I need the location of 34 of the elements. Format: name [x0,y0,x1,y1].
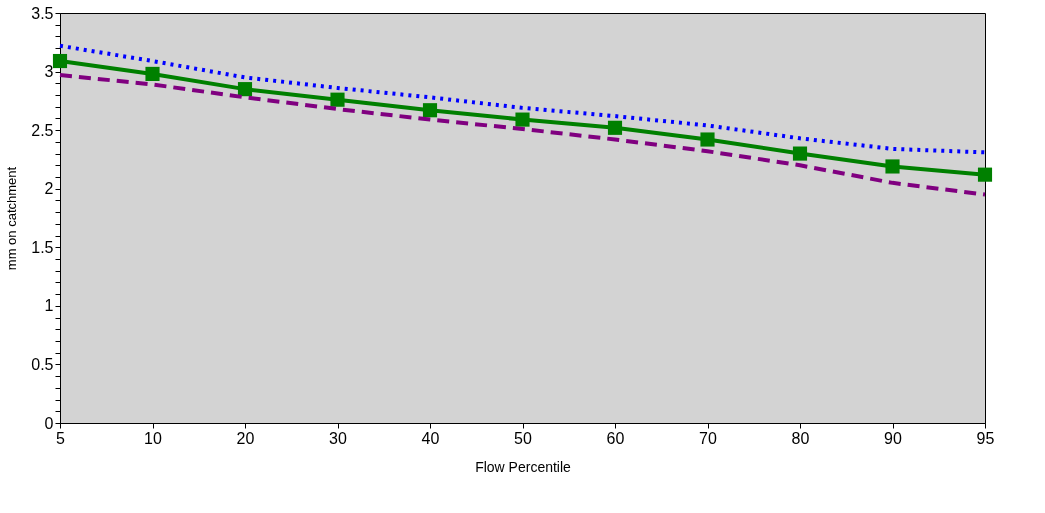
x-tick-label: 20 [236,429,255,447]
x-tick-label: 5 [56,429,66,447]
point [52,53,68,69]
x-tick-label: 30 [329,429,347,447]
y-tick-label: 2 [44,180,54,198]
y-tick-label: 2.5 [31,121,54,139]
point [885,159,900,174]
point [607,120,623,135]
point [330,92,345,107]
point [792,146,808,161]
point [422,103,438,118]
point [145,66,160,81]
x-tick-label: 50 [514,429,532,447]
x-tick-label: 60 [606,429,625,447]
y-tick-label: 3 [44,63,54,81]
x-tick-label: 40 [421,429,440,447]
y-tick-label: 1.5 [31,238,54,256]
y-tick-label: 3.5 [31,4,54,22]
y-tick-label: 1 [44,297,54,315]
x-tick-label: 90 [884,429,902,447]
y-tick-label: 0.5 [31,355,54,373]
point [237,82,253,97]
x-tick-label: 70 [699,429,717,447]
x-axis-title: Flow Percentile [475,458,572,475]
point [700,132,715,147]
x-tick-label: 95 [976,429,995,447]
y-tick-label: 0 [44,414,54,432]
line-series [58,73,987,197]
line-series [58,43,987,155]
x-tick-label: 10 [144,429,162,447]
y-axis-title: mm on catchment [4,166,20,271]
point [977,167,993,182]
x-tick-label: 80 [791,429,810,447]
point [515,112,530,127]
